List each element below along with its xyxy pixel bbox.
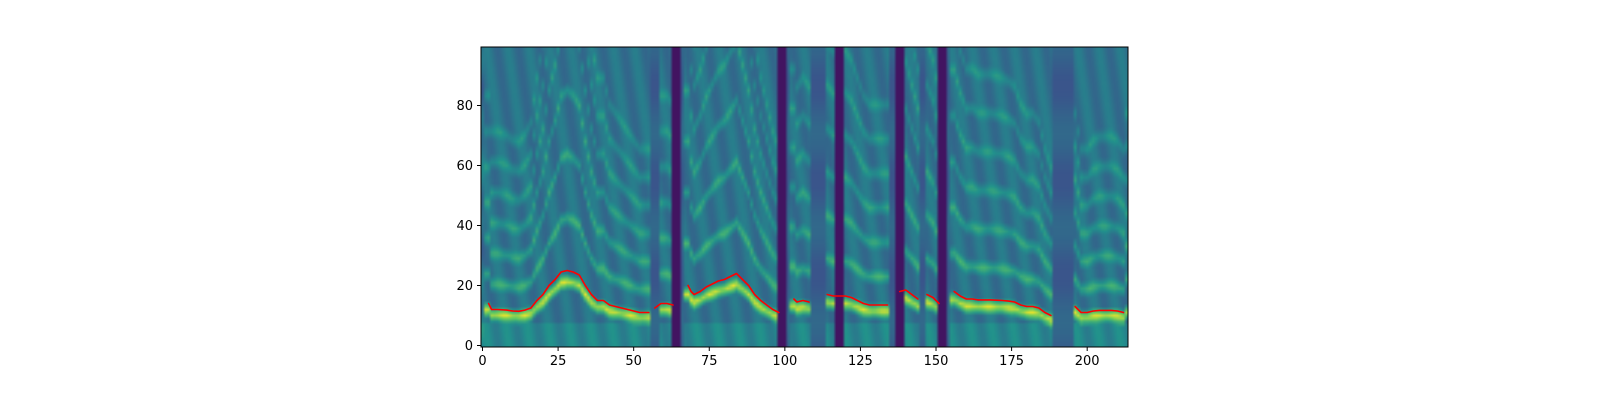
x-tick-label: 50: [625, 354, 642, 369]
pitch-contour-segment: [926, 293, 940, 305]
x-tick-label: 25: [550, 354, 567, 369]
pitch-contour-segment: [487, 269, 650, 314]
y-axis: 0 20 40 60 80: [456, 99, 481, 354]
y-tick-label: 80: [456, 99, 473, 114]
pitch-contour-series: [487, 269, 1125, 317]
pitch-contour-segment: [1074, 305, 1125, 314]
pitch-contour-segment: [687, 272, 780, 314]
x-axis: 0 25 50 75 100 125 150 175 200: [478, 347, 1100, 369]
plot-frame: [480, 46, 1129, 348]
y-tick-label: 0: [465, 339, 473, 354]
x-tick-label: 150: [924, 354, 949, 369]
heatmap-image: [481, 47, 1128, 347]
x-tick-label: 100: [772, 354, 797, 369]
y-tick-label: 40: [456, 219, 473, 234]
y-tick-label: 60: [456, 159, 473, 174]
pitch-contour-segment: [793, 298, 810, 303]
x-tick-label: 0: [478, 354, 486, 369]
y-tick-label: 20: [456, 279, 473, 294]
spectrogram-heatmap: [481, 47, 1128, 347]
pitch-contour-segment: [953, 290, 1052, 317]
pitch-contour-segment: [653, 302, 674, 309]
x-tick-label: 125: [848, 354, 873, 369]
x-tick-label: 75: [701, 354, 718, 369]
x-tick-label: 200: [1075, 354, 1100, 369]
pitch-contour-segment: [826, 293, 889, 306]
x-tick-label: 175: [999, 354, 1024, 369]
pitch-contour-segment: [898, 289, 919, 300]
